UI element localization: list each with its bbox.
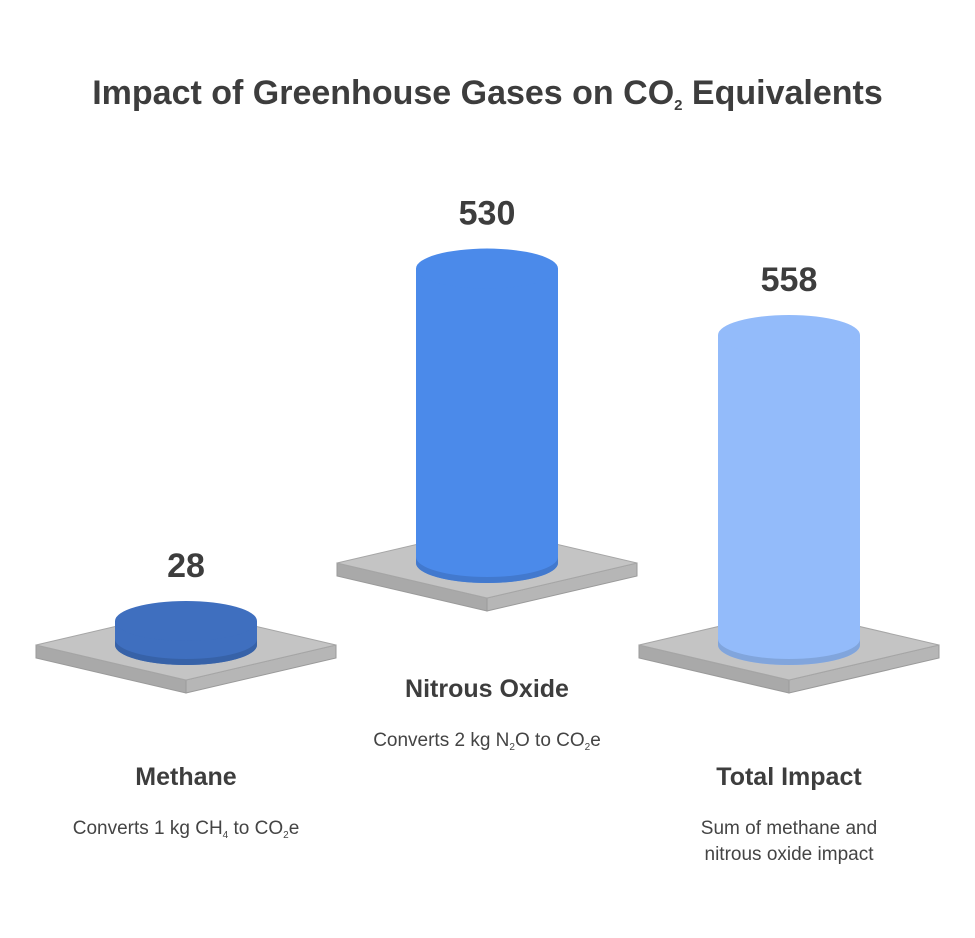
category-label: Total Impact bbox=[716, 763, 862, 791]
bar-body bbox=[416, 268, 558, 583]
bar-bottom-rim bbox=[416, 557, 558, 583]
category-description: Converts 1 kg CH4 to CO2e bbox=[72, 818, 300, 841]
category-label: Nitrous Oxide bbox=[405, 675, 569, 703]
bar-top bbox=[718, 315, 860, 355]
bar-bottom-rim bbox=[718, 639, 860, 665]
bar-top bbox=[416, 248, 558, 289]
category-description: Sum of methane and nitrous oxide impact bbox=[700, 818, 878, 865]
bar-top bbox=[115, 601, 257, 641]
bar bbox=[416, 248, 558, 583]
value-label: 558 bbox=[761, 261, 818, 299]
chart-title: Impact of Greenhouse Gases on CO2 Equiva… bbox=[92, 74, 883, 114]
bar-bottom-rim bbox=[115, 639, 257, 665]
value-label: 530 bbox=[459, 195, 516, 233]
bar bbox=[718, 315, 860, 665]
bar bbox=[115, 601, 257, 665]
value-label: 28 bbox=[167, 547, 205, 585]
category-description: Converts 2 kg N2O to CO2e bbox=[373, 730, 601, 753]
bar-body bbox=[718, 335, 860, 665]
category-label: Methane bbox=[135, 763, 237, 791]
